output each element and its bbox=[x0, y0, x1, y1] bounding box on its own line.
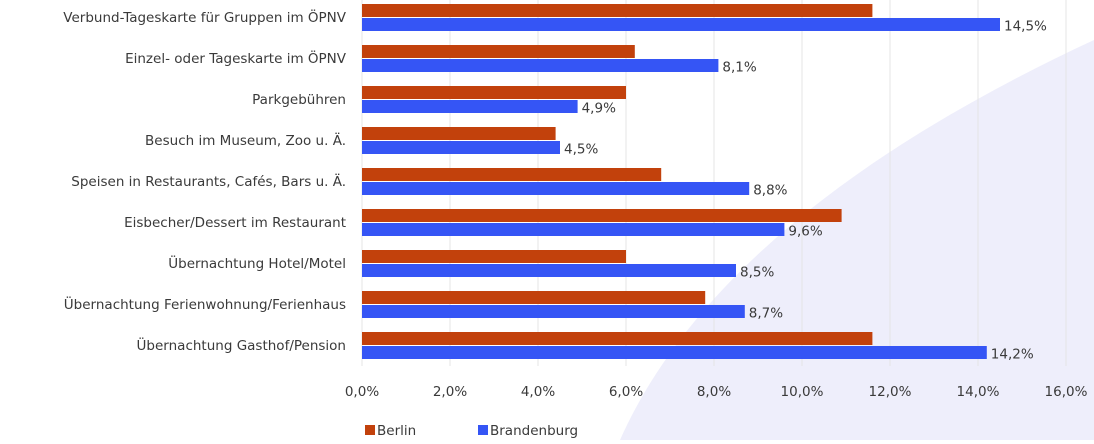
y-tick-label: Übernachtung Hotel/Motel bbox=[168, 254, 346, 272]
x-tick-label: 14,0% bbox=[957, 384, 1000, 400]
bar bbox=[362, 346, 987, 359]
y-tick-label: Speisen in Restaurants, Cafés, Bars u. Ä… bbox=[71, 172, 346, 190]
x-tick-label: 16,0% bbox=[1045, 384, 1088, 400]
bar bbox=[362, 264, 736, 277]
y-tick-label: Übernachtung Gasthof/Pension bbox=[137, 336, 346, 354]
bar bbox=[362, 127, 556, 140]
x-tick-label: 6,0% bbox=[609, 384, 643, 400]
y-tick-label: Verbund-Tageskarte für Gruppen im ÖPNV bbox=[63, 8, 346, 26]
value-label: 14,2% bbox=[991, 347, 1034, 363]
bar bbox=[362, 18, 1000, 31]
bar bbox=[362, 86, 626, 99]
bar bbox=[362, 305, 745, 318]
background-shape bbox=[620, 40, 1094, 440]
legend-swatch bbox=[365, 425, 375, 435]
value-label: 8,5% bbox=[740, 265, 774, 281]
bar bbox=[362, 209, 842, 222]
y-tick-label: Einzel- oder Tageskarte im ÖPNV bbox=[125, 49, 347, 67]
bar bbox=[362, 168, 662, 181]
value-label: 4,5% bbox=[564, 142, 598, 158]
bar bbox=[362, 100, 578, 113]
y-tick-label: Eisbecher/Dessert im Restaurant bbox=[124, 215, 346, 231]
legend-swatch bbox=[478, 425, 488, 435]
x-tick-label: 12,0% bbox=[869, 384, 912, 400]
legend-label: Brandenburg bbox=[490, 423, 578, 439]
y-tick-label: Parkgebühren bbox=[252, 92, 346, 108]
x-tick-label: 0,0% bbox=[345, 384, 379, 400]
value-label: 9,6% bbox=[788, 224, 822, 240]
x-tick-label: 10,0% bbox=[781, 384, 824, 400]
bar bbox=[362, 332, 873, 345]
bar bbox=[362, 223, 785, 236]
value-label: 8,8% bbox=[753, 183, 787, 199]
value-label: 8,7% bbox=[749, 306, 783, 322]
bar bbox=[362, 4, 873, 17]
bar bbox=[362, 291, 706, 304]
bar bbox=[362, 182, 750, 195]
value-label: 8,1% bbox=[722, 60, 756, 76]
x-tick-label: 2,0% bbox=[433, 384, 467, 400]
bar bbox=[362, 250, 626, 263]
y-tick-label: Übernachtung Ferienwohnung/Ferienhaus bbox=[64, 295, 346, 313]
bar bbox=[362, 59, 719, 72]
y-tick-label: Besuch im Museum, Zoo u. Ä. bbox=[145, 131, 346, 149]
value-label: 14,5% bbox=[1004, 19, 1047, 35]
x-tick-label: 8,0% bbox=[697, 384, 731, 400]
x-tick-label: 4,0% bbox=[521, 384, 555, 400]
bar bbox=[362, 45, 635, 58]
bar bbox=[362, 141, 560, 154]
value-label: 4,9% bbox=[582, 101, 616, 117]
legend-label: Berlin bbox=[377, 423, 416, 439]
